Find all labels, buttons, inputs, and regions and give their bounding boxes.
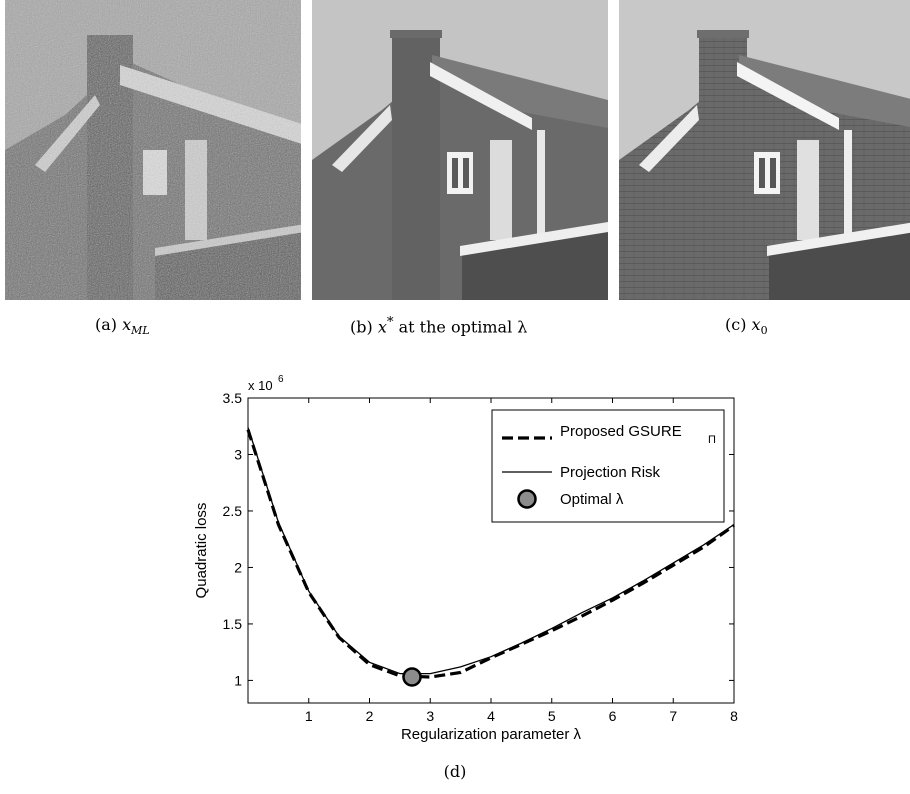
legend-optimal-label: Optimal λ	[560, 491, 624, 508]
x-tick-label: 4	[487, 708, 495, 724]
y-tick-label: 2.5	[223, 503, 243, 519]
caption-b: (b) x* at the optimal λ	[350, 315, 528, 337]
y-tick-label: 3.5	[223, 390, 243, 406]
x-tick-label: 8	[730, 708, 738, 724]
y-tick-label: 3	[234, 446, 242, 462]
y-multiplier: x 10	[248, 378, 273, 393]
panel-b-image	[312, 0, 608, 300]
x-tick-label: 2	[366, 708, 374, 724]
legend-gsure-subscript: Π	[708, 434, 716, 446]
y-tick-label: 2	[234, 559, 242, 575]
x-tick-label: 1	[305, 708, 313, 724]
x-axis-label: Regularization parameter λ	[401, 726, 582, 743]
loss-chart: 1 1.5 2 2.5 3 3.5 1 2 3 4 5 6 7 8 x 10 6 Regularization …	[193, 374, 738, 743]
caption-d: (d)	[443, 762, 467, 781]
panel-c-image	[619, 0, 910, 300]
y-tick-label: 1.5	[223, 616, 243, 632]
x-tick-label: 5	[548, 708, 556, 724]
x-tick-label: 3	[426, 708, 434, 724]
y-axis-label: Quadratic loss	[193, 503, 210, 599]
panel-a-image	[5, 0, 301, 300]
y-tick-label: 1	[234, 672, 242, 688]
series-projection-risk-line	[247, 427, 735, 675]
caption-c: (c) x0	[725, 315, 768, 338]
legend-optimal-swatch	[517, 489, 537, 509]
x-tick-label: 7	[669, 708, 677, 724]
x-tick-label: 6	[609, 708, 617, 724]
y-multiplier-exponent: 6	[278, 374, 284, 385]
optimal-lambda-marker	[402, 667, 422, 687]
caption-a: (a) xML	[95, 315, 150, 338]
legend-gsure-label: Proposed GSURE	[560, 423, 682, 440]
legend-projection-label: Projection Risk	[560, 464, 661, 481]
